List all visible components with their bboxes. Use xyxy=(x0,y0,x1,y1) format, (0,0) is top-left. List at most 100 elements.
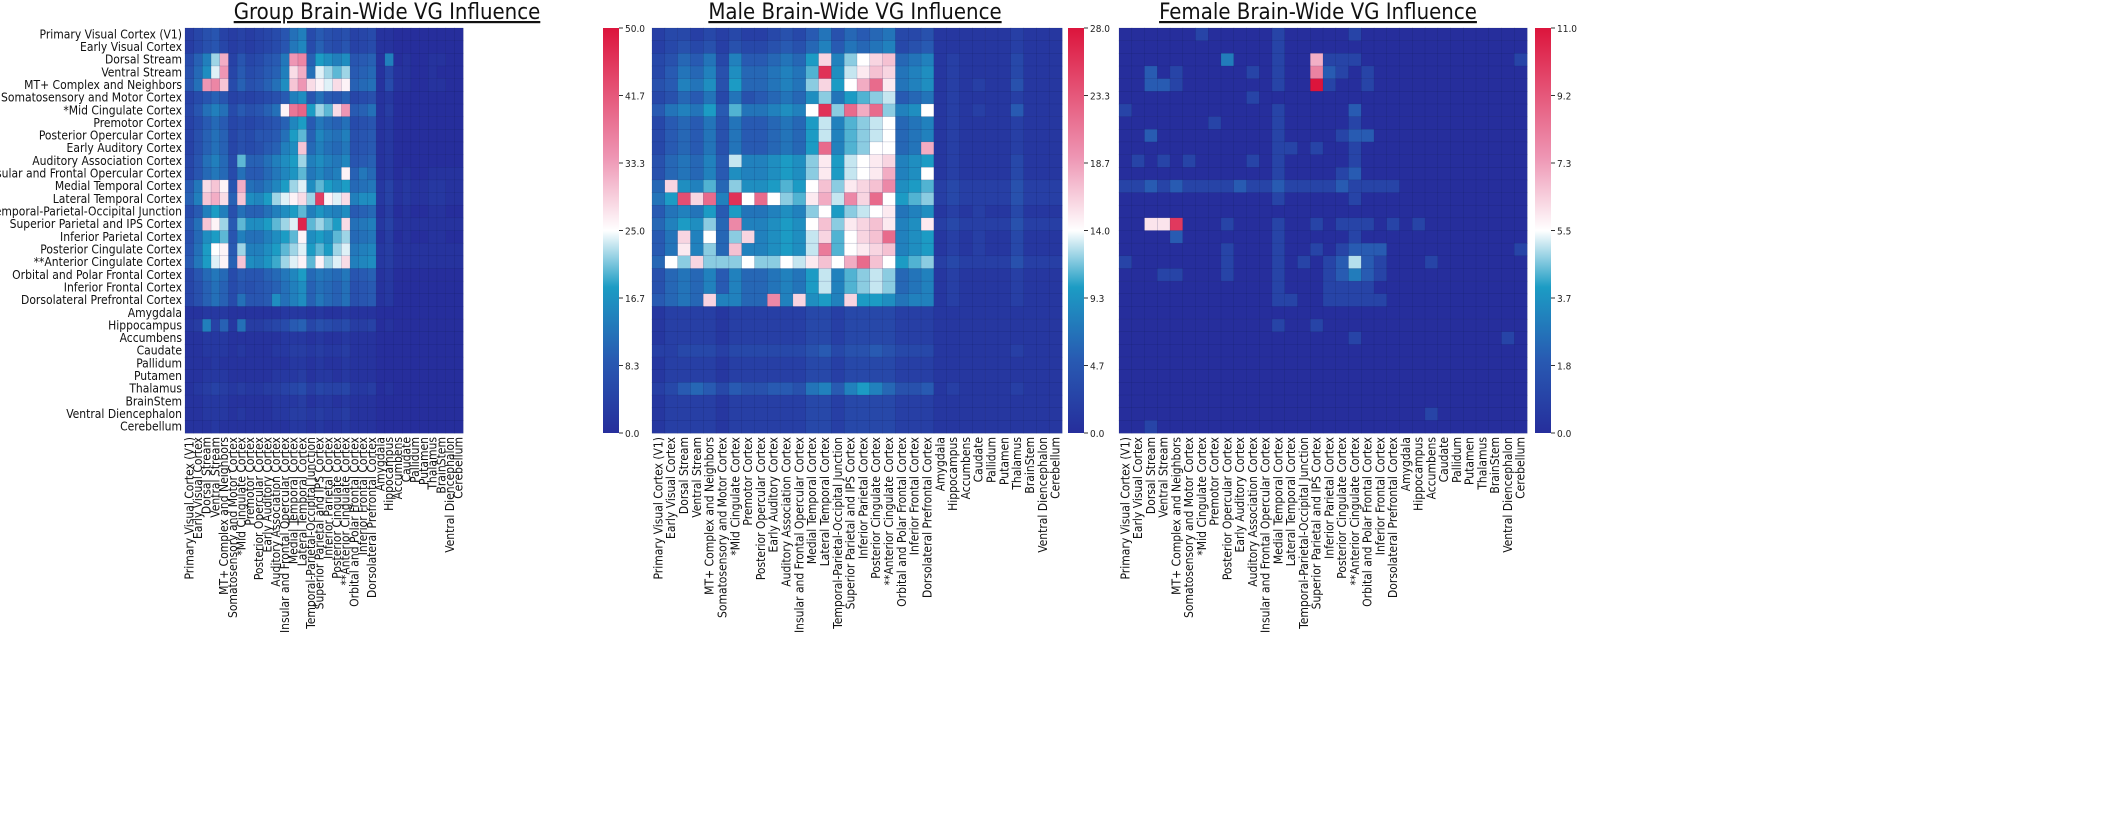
heatmap-cell xyxy=(779,331,794,345)
heatmap-cell xyxy=(946,242,961,257)
heatmap-cell xyxy=(332,40,342,54)
heatmap-cell xyxy=(856,129,871,143)
heatmap-cell xyxy=(1118,255,1133,269)
heatmap-cell xyxy=(367,344,377,358)
heatmap-cell xyxy=(690,179,704,194)
heatmap-cell xyxy=(959,331,973,345)
heatmap-cell xyxy=(271,167,282,181)
heatmap-cell xyxy=(703,179,717,194)
heatmap-cell xyxy=(323,242,334,257)
heatmap-cell xyxy=(1335,129,1350,143)
heatmap-cell xyxy=(1284,217,1299,231)
heatmap-cell xyxy=(358,280,368,295)
heatmap-cell xyxy=(1297,420,1311,434)
heatmap-cell xyxy=(306,268,316,282)
heatmap-cell xyxy=(297,268,308,282)
heatmap-cell xyxy=(315,420,325,434)
column-label: Orbital and Polar Frontal Cortex xyxy=(1361,436,1375,606)
column-label: MT+ Complex and Neighbors xyxy=(703,437,717,595)
heatmap-cell xyxy=(289,420,299,434)
heatmap-cell xyxy=(1157,318,1171,333)
heatmap-cell xyxy=(1118,204,1133,219)
heatmap-cell xyxy=(358,394,368,409)
heatmap-cell xyxy=(236,27,247,42)
heatmap-cell xyxy=(306,293,316,307)
heatmap-cell xyxy=(1514,242,1528,257)
heatmap-cell xyxy=(219,78,229,92)
heatmap-cell xyxy=(1399,129,1413,143)
heatmap-cell xyxy=(193,40,203,54)
heatmap-cell xyxy=(262,103,273,118)
heatmap-cell xyxy=(410,91,421,105)
heatmap-cell xyxy=(1514,167,1528,181)
heatmap-cell xyxy=(332,204,342,219)
heatmap-cell xyxy=(315,369,325,383)
heatmap-cell xyxy=(984,369,999,383)
heatmap-cell xyxy=(1259,65,1273,80)
heatmap-cell xyxy=(341,204,351,219)
heatmap-cell xyxy=(1310,27,1324,42)
heatmap-cell xyxy=(289,318,299,333)
heatmap-cell xyxy=(1131,217,1146,231)
heatmap-cell xyxy=(1450,331,1464,345)
heatmap-cell xyxy=(703,420,717,434)
heatmap-cell xyxy=(882,356,896,371)
heatmap-cell xyxy=(843,318,858,333)
heatmap-cell xyxy=(271,293,282,307)
heatmap-cell xyxy=(436,116,447,130)
heatmap-cell xyxy=(1271,78,1286,92)
heatmap-cell xyxy=(1424,78,1439,92)
heatmap-cell xyxy=(946,154,961,168)
heatmap-cell xyxy=(228,420,238,434)
heatmap-cell xyxy=(843,356,858,371)
heatmap-cell xyxy=(254,192,264,206)
heatmap-cell xyxy=(236,382,247,396)
heatmap-cell xyxy=(728,65,743,80)
heatmap-cell xyxy=(677,356,691,371)
heatmap-cell xyxy=(219,230,229,244)
heatmap-cell xyxy=(323,116,334,130)
heatmap-cell xyxy=(210,91,221,105)
heatmap-cell xyxy=(236,230,247,244)
row-label: Premotor Cortex xyxy=(93,116,182,130)
heatmap-cell xyxy=(1182,40,1197,54)
heatmap-cell xyxy=(869,420,884,434)
heatmap-cell xyxy=(728,192,743,206)
heatmap-cell xyxy=(1169,242,1184,257)
heatmap-cell xyxy=(1182,167,1197,181)
heatmap-cell xyxy=(1463,382,1477,396)
heatmap-cell xyxy=(831,65,845,80)
heatmap-cell xyxy=(792,420,807,434)
heatmap-cell xyxy=(959,65,973,80)
heatmap-cell xyxy=(984,204,999,219)
heatmap-cell xyxy=(1424,407,1439,421)
heatmap-cell xyxy=(831,154,845,168)
heatmap-cell xyxy=(332,356,342,371)
heatmap-cell xyxy=(358,331,368,345)
heatmap-cell xyxy=(367,91,377,105)
heatmap-cell xyxy=(677,154,691,168)
heatmap-cell xyxy=(1475,280,1490,295)
heatmap-cell xyxy=(882,230,896,244)
heatmap-cell xyxy=(690,344,704,358)
heatmap-cell xyxy=(664,141,679,156)
heatmap-cell xyxy=(271,154,282,168)
heatmap-cell xyxy=(332,306,342,320)
chart-title: Female Brain-Wide VG Influence xyxy=(1159,0,1477,25)
heatmap-cell xyxy=(1010,407,1025,421)
heatmap-cell xyxy=(805,91,820,105)
heatmap-cell xyxy=(1195,242,1209,257)
heatmap-cell xyxy=(946,268,961,282)
column-label: Insular and Frontal Opercular Cortex xyxy=(278,436,292,633)
heatmap-cell xyxy=(1023,369,1037,383)
heatmap-cell xyxy=(1475,65,1490,80)
heatmap-cell xyxy=(779,129,794,143)
heatmap-cell xyxy=(1208,217,1222,231)
heatmap-cell xyxy=(341,318,351,333)
heatmap-cell xyxy=(1195,192,1209,206)
heatmap-cell xyxy=(1144,230,1158,244)
heatmap-cell xyxy=(984,217,999,231)
heatmap-cell xyxy=(262,369,273,383)
heatmap-cell xyxy=(1271,242,1286,257)
heatmap-cell xyxy=(315,103,325,118)
